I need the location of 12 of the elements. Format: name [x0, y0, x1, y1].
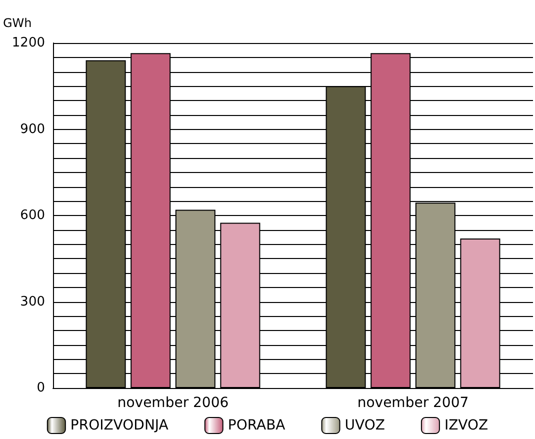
- y-tick-label: 900: [20, 122, 45, 137]
- legend-label: PORABA: [228, 418, 286, 434]
- y-axis-title: GWh: [3, 16, 32, 30]
- y-tick-label: 300: [20, 294, 45, 310]
- y-tick-label: 1200: [12, 36, 45, 50]
- x-tick-label: november 2007: [357, 395, 469, 411]
- x-tick-label: november 2006: [117, 395, 229, 411]
- y-tick-label: 600: [20, 208, 45, 223]
- legend-label: PROIZVODNJA: [70, 418, 169, 434]
- legend-label: IZVOZ: [444, 418, 488, 434]
- y-tick-label: 0: [36, 380, 45, 396]
- legend-label: UVOZ: [344, 418, 385, 434]
